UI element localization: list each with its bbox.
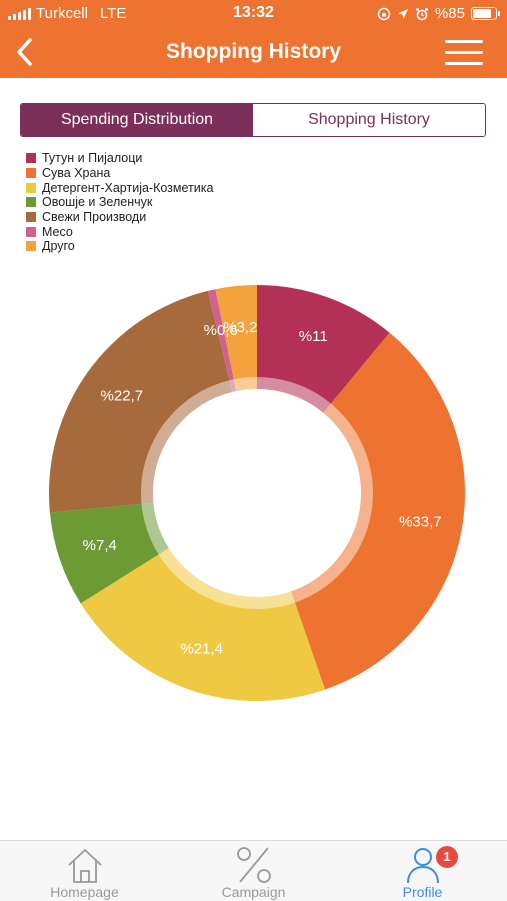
tab-label: Homepage: [50, 884, 119, 900]
legend-label: Тутун и Пијалоци: [42, 151, 143, 166]
legend-swatch: [26, 241, 36, 252]
spending-donut-chart: %11 %33,7 %21,4 %7,4 %22,7 %0,6%3,2: [48, 285, 465, 701]
legend-item: Друго: [26, 239, 213, 254]
tab-campaign[interactable]: Campaign: [169, 841, 338, 901]
tab-profile[interactable]: 1 Profile: [338, 841, 507, 901]
legend-swatch: [26, 182, 36, 193]
back-arrow-icon[interactable]: [10, 36, 42, 68]
hamburger-menu-icon[interactable]: [445, 38, 483, 66]
status-right: %85: [377, 5, 500, 22]
legend-item: Свежи Производи: [26, 210, 213, 225]
donut-slice[interactable]: [207, 289, 237, 392]
donut-slice[interactable]: [290, 332, 465, 690]
legend-label: Детергент-Хартија-Козметика: [42, 180, 214, 195]
slice-value-label: %21,4: [180, 641, 223, 658]
donut-slice[interactable]: [215, 285, 257, 392]
legend-item: Детергент-Хартија-Козметика: [26, 180, 213, 195]
bottom-tab-bar: Homepage Campaign 1 Profile: [0, 840, 507, 901]
status-time: 13:32: [233, 4, 274, 21]
page-title: Shopping History: [166, 40, 341, 63]
donut-slice[interactable]: [257, 285, 390, 413]
slice-value-label: %11: [299, 328, 328, 345]
slice-value-label: %33,7: [399, 514, 442, 531]
tab-label: Profile: [402, 884, 443, 900]
carrier-name: Turkcell: [36, 5, 88, 22]
status-bar: Turkcell LTE 13:32 %85: [0, 0, 507, 28]
donut-inner-ring: [141, 377, 373, 609]
legend-label: Месо: [42, 224, 73, 239]
legend-label: Свежи Производи: [42, 210, 147, 225]
legend-item: Месо: [26, 224, 213, 239]
slice-value-label: %22,7: [101, 388, 144, 405]
slice-value-label: %0,6: [204, 322, 238, 339]
legend-label: Друго: [42, 239, 75, 254]
tab-label: Campaign: [221, 884, 286, 900]
donut-slice[interactable]: [80, 548, 325, 701]
header-bar: Turkcell LTE 13:32 %85 Shopping History: [0, 0, 507, 78]
donut-slice[interactable]: [49, 502, 169, 604]
donut-hole: [153, 389, 361, 597]
nav-bar: Shopping History: [0, 28, 507, 78]
legend-item: Сува Храна: [26, 166, 213, 181]
legend-label: Сува Храна: [42, 166, 111, 181]
tab-shopping-history[interactable]: Shopping History: [253, 104, 485, 136]
notification-badge: 1: [436, 846, 458, 868]
battery-percent: %85: [434, 5, 465, 22]
screen-lock-icon: [377, 7, 391, 20]
legend-item: Тутун и Пијалоци: [26, 151, 213, 166]
tab-spending-distribution[interactable]: Spending Distribution: [21, 104, 253, 136]
slice-value-label: %7,4: [83, 537, 117, 554]
home-icon: [67, 849, 102, 883]
status-left: Turkcell LTE: [8, 5, 126, 22]
alarm-icon: [415, 7, 428, 20]
profile-icon: [406, 848, 439, 884]
battery-icon: [471, 7, 500, 20]
slice-value-label: %3,2: [223, 319, 257, 336]
percent-icon: [236, 847, 271, 883]
chart-legend: Тутун и Пијалоци Сува Храна Детергент-Ха…: [26, 151, 213, 254]
view-segmented-control: Spending Distribution Shopping History: [20, 103, 486, 137]
legend-swatch: [26, 212, 36, 223]
donut-slice[interactable]: [48, 290, 233, 513]
tab-homepage[interactable]: Homepage: [0, 841, 169, 901]
legend-swatch: [26, 226, 36, 237]
legend-item: Овошје и Зеленчук: [26, 195, 213, 210]
signal-strength-icon: [8, 7, 31, 20]
legend-swatch: [26, 153, 36, 164]
location-arrow-icon: [397, 8, 408, 19]
legend-swatch: [26, 168, 36, 179]
legend-label: Овошје и Зеленчук: [42, 195, 153, 210]
legend-swatch: [26, 197, 36, 208]
network-type: LTE: [99, 5, 127, 22]
